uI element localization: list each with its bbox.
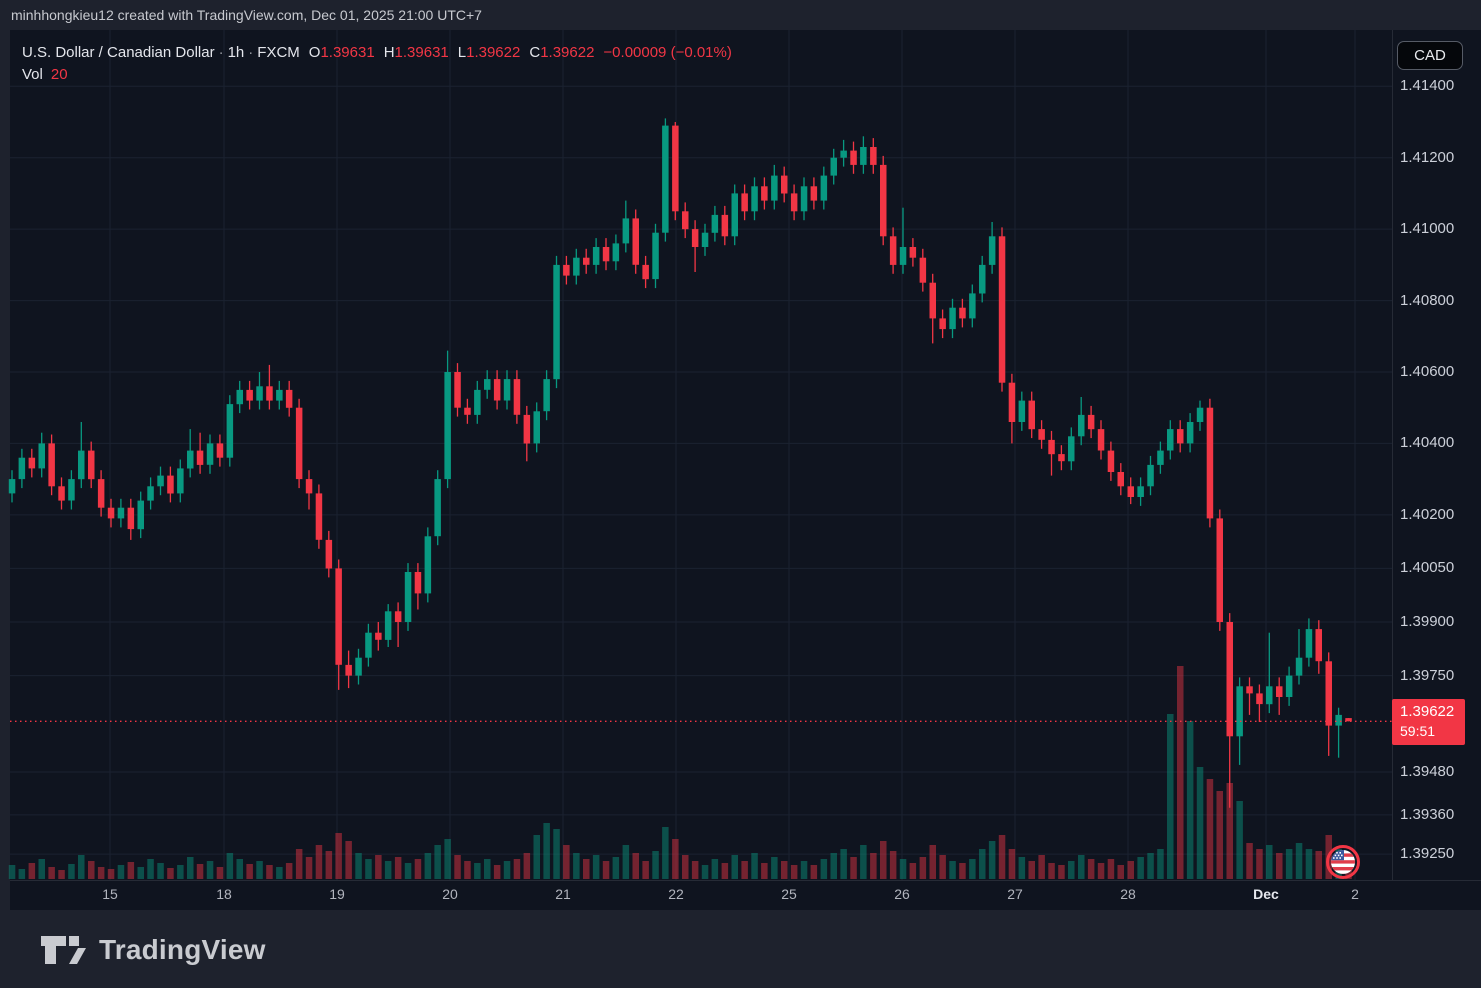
high-value: 1.39631 (394, 44, 449, 61)
current-price-value: 1.39622 (1400, 703, 1455, 720)
bottom-strip: TradingView (0, 910, 1481, 988)
time-axis-separator (10, 880, 1481, 881)
time-axis-label: 15 (102, 886, 118, 902)
time-axis-label: Dec (1253, 886, 1279, 902)
currency-button[interactable]: CAD (1397, 41, 1463, 70)
time-axis-label: 28 (1120, 886, 1136, 902)
time-axis-label: 18 (216, 886, 232, 902)
time-axis-label: 19 (329, 886, 345, 902)
tradingview-logo-text: TradingView (99, 934, 266, 965)
chart-pane (10, 30, 1481, 910)
time-axis-label: 26 (894, 886, 910, 902)
low-label: L (457, 44, 467, 61)
us-flag-event-icon[interactable] (1326, 845, 1360, 879)
price-axis-label: 1.41200 (1400, 149, 1455, 166)
time-axis-label: 22 (668, 886, 684, 902)
symbol-title[interactable]: U.S. Dollar / Canadian Dollar (22, 44, 215, 61)
volume-label: Vol (22, 66, 43, 83)
price-axis-label: 1.41400 (1400, 77, 1455, 94)
attribution-text: minhhongkieu12 created with TradingView.… (11, 7, 482, 23)
price-axis-label: 1.40050 (1400, 559, 1455, 576)
price-axis-label: 1.40600 (1400, 363, 1455, 380)
volume-value: 20 (50, 66, 68, 83)
time-axis-label: 27 (1007, 886, 1023, 902)
time-axis-label: 2 (1351, 886, 1359, 902)
time-axis-label: 25 (781, 886, 797, 902)
low-value: 1.39622 (466, 44, 521, 61)
open-value: 1.39631 (320, 44, 375, 61)
close-label: C (529, 44, 541, 61)
time-axis-label: 20 (442, 886, 458, 902)
time-axis[interactable]: 15 18 19 20 21 22 25 26 27 28 Dec 2 (10, 881, 1481, 910)
price-axis-label: 1.41000 (1400, 220, 1455, 237)
price-axis-label: 1.40400 (1400, 434, 1455, 451)
price-axis-label: 1.39250 (1400, 845, 1455, 862)
current-price-tag: 1.39622 59:51 (1392, 699, 1465, 745)
exchange-label: FXCM (257, 44, 300, 61)
attribution-bar: minhhongkieu12 created with TradingView.… (0, 0, 1481, 30)
price-axis[interactable]: 1.41400 1.41200 1.41000 1.40800 1.40600 1.404… (1393, 30, 1481, 880)
close-value: 1.39622 (540, 44, 595, 61)
price-axis-label: 1.40800 (1400, 292, 1455, 309)
price-axis-label: 1.39480 (1400, 763, 1455, 780)
change-value: −0.00009 (−0.01%) (603, 44, 732, 61)
symbol-legend: U.S. Dollar / Canadian Dollar · 1h · FXCM O1.… (22, 44, 732, 61)
volume-legend: Vol 20 (22, 66, 68, 83)
tradingview-logo[interactable]: TradingView (40, 932, 266, 968)
price-axis-label: 1.39750 (1400, 667, 1455, 684)
high-label: H (383, 44, 395, 61)
tradingview-logo-icon (41, 936, 86, 964)
interval-label[interactable]: 1h (227, 44, 245, 61)
time-axis-label: 21 (555, 886, 571, 902)
price-axis-label: 1.39900 (1400, 613, 1455, 630)
open-label: O (308, 44, 321, 61)
price-axis-label: 1.39360 (1400, 806, 1455, 823)
price-axis-label: 1.40200 (1400, 506, 1455, 523)
price-axis-separator (1392, 30, 1393, 910)
bar-countdown: 59:51 (1400, 723, 1436, 739)
